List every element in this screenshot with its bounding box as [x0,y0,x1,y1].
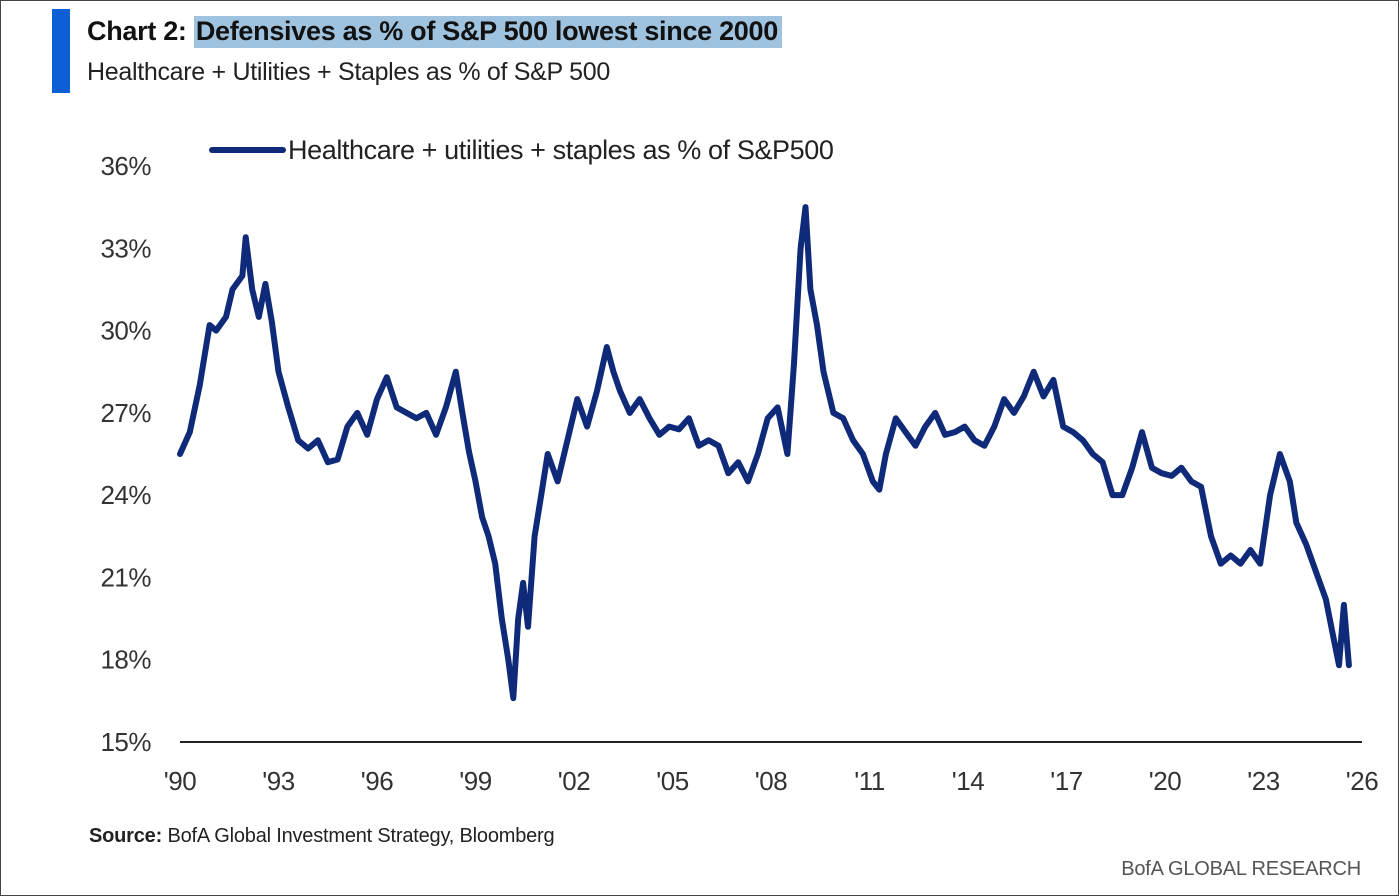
series-line [177,204,1352,702]
x-axis: '90 '93 '96 '99 '02 '05 '08 '11 '14 '17 '20 '23 '26 [164,741,1379,796]
x-tick-label: '05 [656,766,688,796]
x-tick-label: '26 [1346,766,1378,796]
series-layer [177,204,1352,702]
title-prefix: Chart 2: [87,16,187,46]
y-tick-label: 30% [100,316,151,346]
source-label: Source: [89,825,163,847]
x-tick-label: '93 [262,766,294,796]
source-text: BofA Global Investment Strategy, Bloombe… [167,825,555,847]
y-tick-label: 18% [100,645,151,675]
accent-bar [52,9,70,93]
chart-title: Chart 2: Defensives as % of S&P 500 lowe… [87,16,782,48]
x-tick-label: '14 [952,766,984,796]
x-tick-label: '11 [854,766,884,796]
x-tick-label: '23 [1247,766,1279,796]
x-tick-label: '17 [1050,766,1082,796]
title-highlight: Defensives as % of S&P 500 lowest since … [193,16,782,48]
y-tick-label: 15% [100,727,151,757]
y-axis: 15% 18% 21% 24% 27% 30% 33% 36% [100,151,151,757]
legend-label: Healthcare + utilities + staples as % of… [288,135,834,165]
y-tick-label: 24% [100,480,151,510]
x-tick-label: '99 [459,766,491,796]
y-tick-label: 36% [100,151,151,181]
x-tick-label: '20 [1149,766,1181,796]
source-note: Source: BofA Global Investment Strategy,… [89,825,555,848]
chart-subtitle: Healthcare + Utilities + Staples as % of… [87,58,610,86]
legend: Healthcare + utilities + staples as % of… [209,135,834,165]
x-tick-label: '96 [361,766,393,796]
x-tick-label: '90 [164,766,196,796]
y-tick-label: 21% [100,562,151,592]
x-tick-label: '08 [755,766,787,796]
brand-label: BofA GLOBAL RESEARCH [1121,858,1361,880]
y-tick-label: 33% [100,233,151,263]
y-tick-label: 27% [100,398,151,428]
x-tick-label: '02 [558,766,590,796]
